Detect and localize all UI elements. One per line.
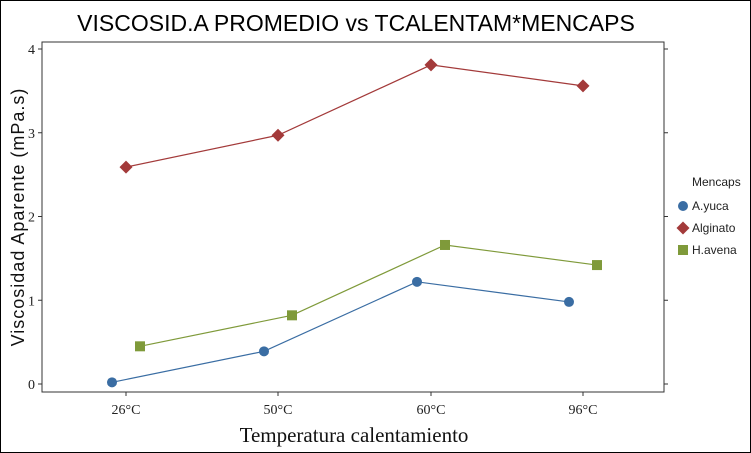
series-line-a-yuca	[111, 281, 570, 383]
data-point-a-yuca	[107, 377, 117, 388]
series-line-alginato	[125, 64, 584, 168]
legend-label-alginato: Alginato	[692, 221, 736, 235]
legend-label-h-avena: H.avena	[692, 243, 737, 257]
series-line-h-avena	[139, 244, 598, 347]
x-axis-label: Temperatura calentamiento	[240, 423, 469, 447]
data-point-alginato	[424, 58, 438, 72]
legend-marker-alginato	[676, 221, 690, 235]
data-point-a-yuca	[564, 296, 574, 307]
data-point-a-yuca	[412, 276, 422, 287]
x-tick-label: 60°C	[417, 403, 446, 418]
legend-title: Mencaps	[692, 175, 741, 189]
axes: 0 1 2 3 4 26°C 50°C 60°C 96°C	[28, 43, 668, 418]
series-a-yuca	[107, 276, 574, 388]
plot-area	[41, 41, 665, 393]
y-tick-label: 2	[28, 211, 35, 226]
y-tick-label: 3	[28, 127, 35, 142]
data-point-h-avena	[592, 260, 602, 271]
y-axis-label: Viscosidad Aparente (mPa.s)	[8, 88, 28, 347]
series-alginato	[119, 58, 590, 174]
x-tick-label: 50°C	[264, 403, 293, 418]
legend-marker-a-yuca	[678, 201, 688, 211]
data-point-alginato	[576, 79, 590, 93]
x-tick-label: 96°C	[569, 403, 598, 418]
data-point-alginato	[119, 160, 133, 174]
data-point-h-avena	[135, 341, 145, 352]
y-tick-label: 0	[28, 378, 35, 393]
y-tick-label: 1	[28, 294, 35, 309]
series-layer	[107, 58, 602, 388]
y-tick-label: 4	[28, 43, 35, 58]
data-point-h-avena	[287, 310, 297, 321]
chart-title: VISCOSID.A PROMEDIO vs TCALENTAM*MENCAPS	[77, 10, 635, 36]
data-point-alginato	[271, 128, 285, 142]
legend: Mencaps A.yuca Alginato H.avena	[676, 175, 741, 257]
data-point-h-avena	[440, 239, 450, 250]
data-point-a-yuca	[259, 346, 269, 357]
legend-label-a-yuca: A.yuca	[692, 199, 729, 213]
x-tick-label: 26°C	[112, 403, 141, 418]
legend-marker-h-avena	[678, 245, 688, 255]
series-h-avena	[135, 239, 602, 352]
